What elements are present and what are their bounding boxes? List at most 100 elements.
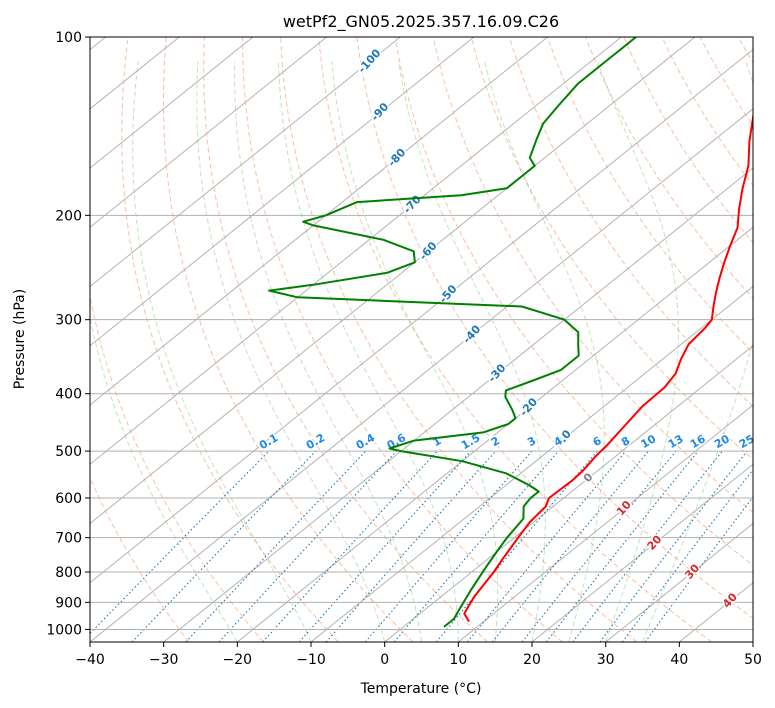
x-tick-label: −40 xyxy=(75,652,105,668)
dry-adiabat-label: -90 xyxy=(368,100,391,124)
isotherm-line xyxy=(163,167,753,642)
y-tick-label: 500 xyxy=(55,444,82,460)
moist-adiabat-line xyxy=(277,61,459,642)
moist-adiabat-line xyxy=(331,61,499,642)
dry-adiabat-line xyxy=(508,37,753,407)
x-tick-label: −20 xyxy=(223,652,253,668)
y-tick-label: 100 xyxy=(55,30,82,46)
dry-adiabat-line xyxy=(547,37,753,354)
dry-adiabat-line xyxy=(163,37,414,642)
mixing-ratio-label: 2 xyxy=(489,434,502,449)
dry-adiabat-label: -70 xyxy=(401,192,424,216)
dry-adiabat-line xyxy=(432,37,753,513)
mixing-ratio-line xyxy=(467,450,627,642)
isotherm-line xyxy=(90,37,475,347)
isotherm-line xyxy=(90,108,753,642)
y-tick-label: 800 xyxy=(55,565,82,581)
isotherm-line xyxy=(90,37,401,288)
y-axis-title: Pressure (hPa) xyxy=(12,289,28,389)
y-tick-label: 900 xyxy=(55,595,82,611)
temperature-profile-line xyxy=(463,112,753,623)
mixing-ratio-label: 0.4 xyxy=(354,431,378,452)
isotherm-line xyxy=(605,522,753,642)
dry-adiabat-label: -100 xyxy=(355,46,383,75)
isotherm-line xyxy=(90,37,622,465)
mixing-ratio-line xyxy=(435,450,598,642)
isotherm-line xyxy=(90,37,254,169)
plot-frame xyxy=(89,36,754,643)
dry-adiabat-line xyxy=(394,37,753,566)
profile-series xyxy=(268,37,753,628)
moist-adiabat-line xyxy=(398,61,546,642)
mixing-ratio-line xyxy=(545,450,699,642)
mixing-ratio-label: 0.2 xyxy=(304,431,327,452)
mixing-ratio-labels: 0.10.20.40.611.52346810131620253036 xyxy=(255,429,775,453)
x-tick-label: 20 xyxy=(523,652,541,668)
dry-adiabat-label: -30 xyxy=(486,361,509,385)
mixing-ratio-line xyxy=(298,450,472,642)
moist-adiabat-line xyxy=(597,61,679,642)
moist-adiabat-line xyxy=(483,61,605,642)
dry-adiabat-label: 30 xyxy=(682,561,702,581)
mixing-ratio-line xyxy=(364,450,533,642)
moist-adiabat-line xyxy=(132,61,312,642)
mixing-ratio-line xyxy=(262,450,438,642)
dry-adiabat-line xyxy=(203,37,488,642)
mixing-ratio-label: 6 xyxy=(591,434,604,449)
dry-adiabat-label: -80 xyxy=(385,146,408,170)
dry-adiabat-line xyxy=(623,37,753,244)
mixing-ratio-line xyxy=(90,450,270,635)
dry-adiabat-line xyxy=(121,37,339,642)
mixing-ratio-line xyxy=(218,450,397,642)
chart-title: wetPf2_GN05.2025.357.16.09.C26 xyxy=(283,12,559,32)
moist-adiabat-line xyxy=(196,61,386,642)
x-axis-ticks: −40 −30 −20 −10 0 10 20 30 40 50 xyxy=(75,642,762,668)
x-tick-label: −30 xyxy=(149,652,179,668)
mixing-ratio-label: 16 xyxy=(688,432,708,451)
isotherm-line xyxy=(236,226,753,642)
y-tick-label: 700 xyxy=(55,531,82,547)
mixing-ratio-label: 3 xyxy=(525,434,538,449)
x-tick-label: 50 xyxy=(744,652,762,668)
y-tick-label: 600 xyxy=(55,491,82,507)
dry-adiabat-line xyxy=(585,37,753,299)
mixing-ratio-line xyxy=(325,450,497,642)
x-tick-label: −10 xyxy=(296,652,326,668)
mixing-ratio-line xyxy=(521,450,677,642)
y-axis-ticks: 100 200 300 400 500 600 700 800 900 1000 xyxy=(46,30,90,638)
mixing-ratio-label: 0.6 xyxy=(385,431,409,452)
y-tick-label: 200 xyxy=(55,208,82,224)
dry-adiabat-line xyxy=(280,37,638,642)
moist-adiabat-line xyxy=(234,61,422,642)
dry-adiabat-line xyxy=(318,37,712,642)
dry-adiabat-line xyxy=(90,476,190,642)
isotherm-line xyxy=(90,48,753,584)
isotherm-line xyxy=(384,345,753,642)
isotherm-line xyxy=(310,285,753,642)
dry-adiabat-line xyxy=(661,37,753,187)
isotherm-line xyxy=(531,463,753,642)
dry-adiabat-label: 40 xyxy=(720,590,740,610)
y-tick-label: 400 xyxy=(55,387,82,403)
y-tick-label: 1000 xyxy=(46,622,82,638)
dry-adiabat-label: -60 xyxy=(417,239,440,263)
dry-adiabat-label: -40 xyxy=(460,322,483,346)
x-tick-label: 40 xyxy=(670,652,688,668)
moist-adiabat-line xyxy=(642,61,753,642)
mixing-ratio-line xyxy=(621,468,753,642)
isotherm-line xyxy=(752,641,753,642)
x-axis-title: Temperature (°C) xyxy=(360,681,482,697)
isotherm-line xyxy=(457,404,753,642)
mixing-ratio-line xyxy=(131,450,317,642)
mixing-ratio-label: 8 xyxy=(619,434,632,449)
dry-adiabat-label: -20 xyxy=(517,395,540,419)
mixing-ratio-label: 30 xyxy=(757,432,775,451)
x-tick-label: 30 xyxy=(597,652,615,668)
pressure-gridlines xyxy=(90,36,753,630)
mixing-ratio-label: 13 xyxy=(666,432,686,451)
y-tick-label: 300 xyxy=(55,313,82,329)
dewpoint-profile-line xyxy=(268,37,637,628)
mixing-ratio-line xyxy=(599,450,748,642)
